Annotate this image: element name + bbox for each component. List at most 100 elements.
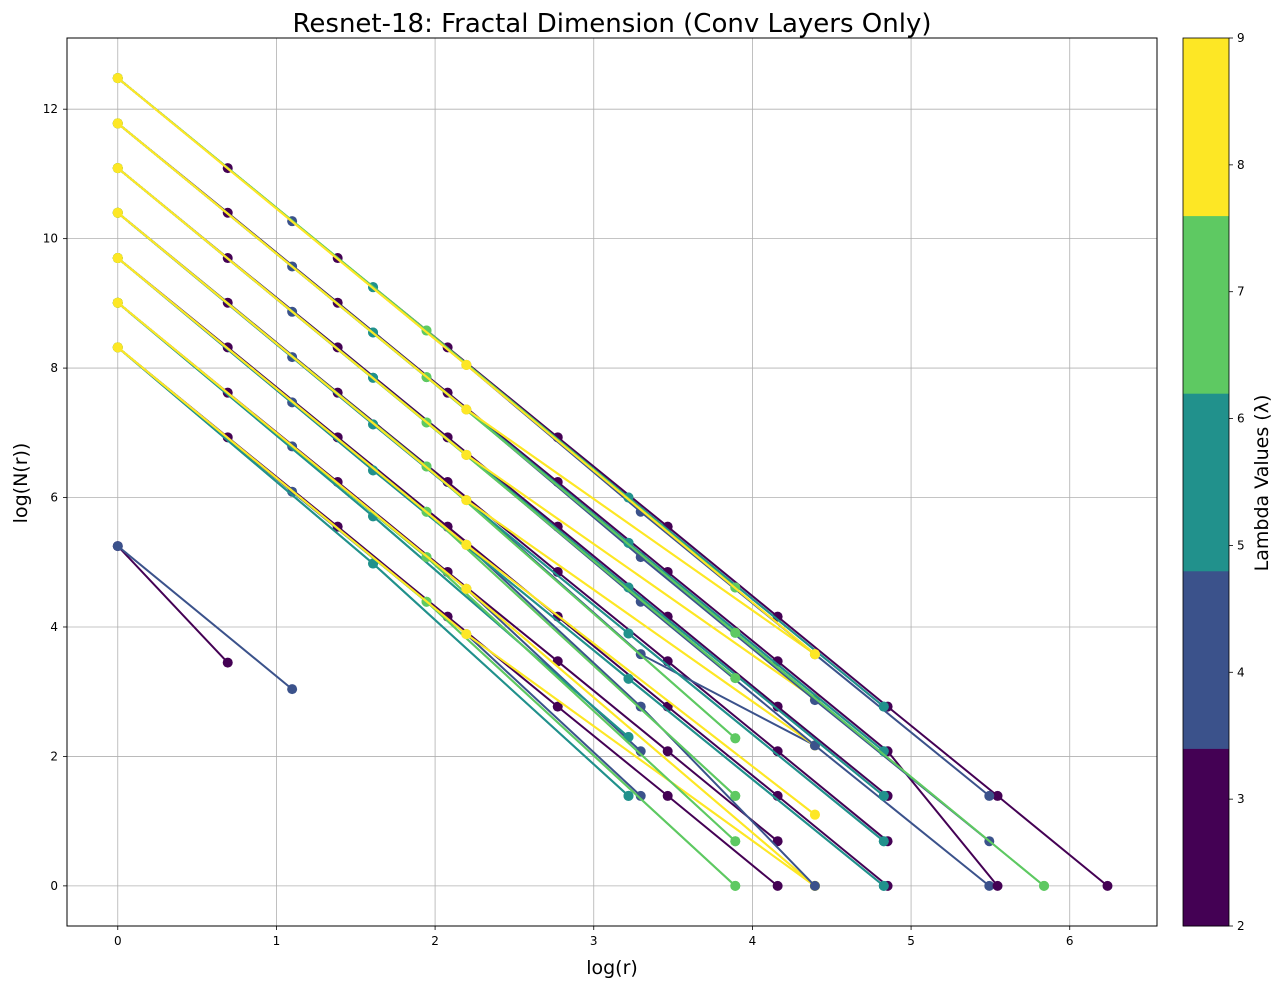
colorbar-tick-label: 3 <box>1237 792 1245 806</box>
colorbar-band <box>1183 215 1229 394</box>
data-point <box>730 733 741 744</box>
colorbar: 2 3 4 5 6 7 8 9 <box>1182 31 1245 933</box>
data-point <box>461 359 472 370</box>
data-point <box>878 836 889 847</box>
x-tick-label: 2 <box>431 934 439 948</box>
colorbar-tick-label: 9 <box>1237 31 1245 45</box>
series-lambda-3 <box>112 207 820 751</box>
colorbar-tick-label: 5 <box>1237 538 1245 552</box>
colorbar-tick-label: 8 <box>1237 158 1245 172</box>
series-lambda-9 <box>112 73 820 660</box>
series-lambda-9 <box>112 253 820 820</box>
data-point <box>730 880 741 891</box>
y-tick-label: 4 <box>50 620 58 634</box>
series-lambda-2 <box>112 118 1003 891</box>
x-axis-label: log(r) <box>586 957 638 979</box>
series-lambda-8 <box>112 207 820 751</box>
y-tick-label: 6 <box>50 491 58 505</box>
data-point <box>112 541 123 552</box>
data-point <box>368 558 379 569</box>
series-lambda-9 <box>112 118 820 660</box>
data-point <box>461 583 472 594</box>
series-line <box>117 257 816 816</box>
y-tick-label: 10 <box>43 232 58 246</box>
series-lambda-7 <box>112 207 741 744</box>
data-point <box>222 657 233 668</box>
data-point <box>623 582 634 593</box>
data-point <box>809 809 820 820</box>
data-point <box>635 701 646 712</box>
series-line <box>117 212 736 740</box>
data-point <box>623 673 634 684</box>
series-lambda-8 <box>112 118 820 660</box>
plot-area-frame <box>66 37 1158 927</box>
data-point <box>992 790 1003 801</box>
y-tick-label: 0 <box>50 879 58 893</box>
x-tick-label: 1 <box>273 934 281 948</box>
x-tick-label: 4 <box>749 934 757 948</box>
series-lambda-6 <box>112 207 741 744</box>
data-point <box>552 701 563 712</box>
series-line <box>117 212 816 747</box>
data-series <box>112 73 1113 891</box>
data-point <box>461 404 472 415</box>
data-point <box>878 790 889 801</box>
data-point <box>662 746 673 757</box>
series-line <box>117 346 736 887</box>
series-line <box>117 257 816 887</box>
series-line <box>117 212 816 747</box>
data-point <box>809 880 820 891</box>
series-line <box>117 346 816 887</box>
data-point <box>772 880 783 891</box>
series-line <box>117 257 816 816</box>
series-lambda-9 <box>112 207 820 751</box>
data-point <box>461 495 472 506</box>
data-point <box>984 880 995 891</box>
data-point <box>368 465 379 476</box>
data-point <box>461 539 472 550</box>
data-point <box>878 880 889 891</box>
data-point <box>461 449 472 460</box>
data-point <box>112 253 123 264</box>
data-point <box>730 673 741 684</box>
data-point <box>730 836 741 847</box>
colorbar-tick-label: 6 <box>1237 412 1245 426</box>
series-line <box>117 122 999 887</box>
y-tick-label: 12 <box>43 102 58 116</box>
data-point <box>112 342 123 353</box>
colorbar-tick-label: 4 <box>1237 665 1245 679</box>
data-point <box>662 790 673 801</box>
y-axis-label: log(N(r)) <box>10 443 32 524</box>
data-point <box>772 701 783 712</box>
series-lambda-2 <box>112 541 233 668</box>
x-tick-label: 6 <box>1066 934 1074 948</box>
data-point <box>730 627 741 638</box>
series-line <box>117 212 816 747</box>
data-point <box>1039 880 1050 891</box>
data-point <box>984 790 995 801</box>
data-point <box>623 790 634 801</box>
colorbar-band <box>1183 38 1229 217</box>
chart-title: Resnet-18: Fractal Dimension (Conv Layer… <box>293 9 932 39</box>
data-point <box>287 684 298 695</box>
series-line <box>117 212 736 740</box>
data-point <box>623 628 634 639</box>
x-tick-label: 0 <box>114 934 122 948</box>
data-point <box>112 73 123 84</box>
colorbar-band <box>1183 748 1229 927</box>
colorbar-band <box>1183 393 1229 572</box>
series-lambda-3 <box>112 541 298 695</box>
series-line <box>117 257 736 797</box>
data-point <box>461 629 472 640</box>
series-line <box>117 346 736 887</box>
data-point <box>112 297 123 308</box>
colorbar-frame <box>1182 37 1230 927</box>
data-point <box>878 701 889 712</box>
x-tick-label: 5 <box>907 934 915 948</box>
colorbar-band <box>1183 570 1229 749</box>
data-point <box>730 790 741 801</box>
y-tick-label: 2 <box>50 749 58 763</box>
series-line <box>117 545 229 664</box>
colorbar-tick-label: 7 <box>1237 285 1245 299</box>
